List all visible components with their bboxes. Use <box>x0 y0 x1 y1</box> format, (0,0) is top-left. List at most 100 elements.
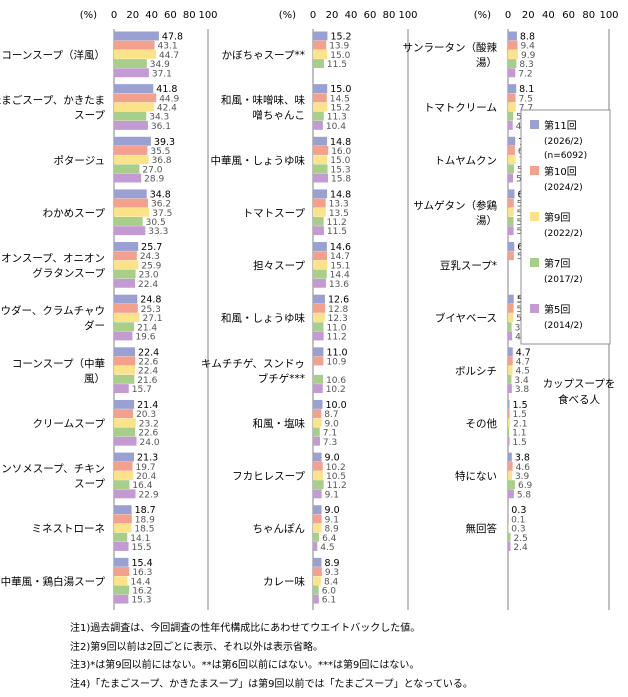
category-label: ミネストローネ <box>32 523 106 535</box>
footnote-2: 注2)第9回以前は2回ごとに表示、それ以外は表示省略。 <box>70 641 323 653</box>
data-label-s9: 0.3 <box>511 525 525 535</box>
x-tick-label: 60 <box>164 10 177 21</box>
bar-s11 <box>313 452 322 462</box>
category-label: 湯） <box>476 57 497 69</box>
bar-s11 <box>313 189 328 199</box>
x-tick-label: 20 <box>522 10 535 21</box>
category-label: 和風・塩味 <box>253 417 306 430</box>
bar-s10 <box>114 40 155 50</box>
category-label: 中華風・鶏白湯スープ <box>1 575 106 588</box>
x-tick-label: 80 <box>582 10 595 21</box>
bar-s5 <box>114 436 137 446</box>
data-label-s5: 33.3 <box>148 227 168 237</box>
legend-swatch-s9 <box>530 212 539 221</box>
data-label-s11: 34.8 <box>150 189 171 200</box>
data-label-s7: 15.3 <box>331 165 351 175</box>
bar-s11 <box>313 84 328 94</box>
bar-s10 <box>508 409 510 419</box>
data-label-s5: 15.8 <box>331 175 351 185</box>
category-label: グラタンスープ <box>32 267 105 280</box>
category-label: 特にない <box>455 471 497 483</box>
category-label: 中華風・しょうゆ味 <box>211 154 306 167</box>
data-label-s5: 15.3 <box>131 596 151 606</box>
legend-swatch-s7 <box>530 258 539 267</box>
data-label-s11: 0.3 <box>511 505 526 516</box>
bar-s11 <box>508 347 513 357</box>
bar-s11 <box>508 399 510 409</box>
data-label-s11: 15.4 <box>131 558 152 569</box>
data-label-s9: 8.4 <box>324 577 339 587</box>
data-label-s9: 7.7 <box>519 104 533 114</box>
bar-s11 <box>313 136 328 146</box>
bar-s5 <box>508 226 514 236</box>
data-label-s5: 7.3 <box>323 438 337 448</box>
category-label: かぼちゃスープ** <box>222 50 305 62</box>
data-label-s5: 10.2 <box>326 385 346 395</box>
bar-s7 <box>508 322 512 332</box>
data-label-s11: 41.8 <box>156 84 177 95</box>
data-label-s5: 7.2 <box>518 69 532 79</box>
bar-s9 <box>114 313 140 322</box>
bar-s5 <box>508 68 516 78</box>
bar-s7 <box>114 322 135 332</box>
data-label-s11: 9.0 <box>325 453 340 464</box>
unit-label: (%) <box>80 10 97 21</box>
chart-svg: (%) 0 20 40 60 80 100コーンスープ（洋風）47.843.144.734.… <box>0 10 619 610</box>
bar-s9 <box>114 365 136 375</box>
bar-s11 <box>508 242 515 251</box>
data-label-s10: 16.3 <box>132 568 152 578</box>
data-label-s5: 3.8 <box>515 385 530 395</box>
bar-s7 <box>114 585 130 595</box>
data-label-s7: 6.4 <box>322 534 337 544</box>
data-label-s10: 19.7 <box>136 463 156 473</box>
data-label-s5: 22.9 <box>139 490 159 500</box>
data-label-s9: 18.5 <box>134 525 154 535</box>
bar-s5 <box>508 542 511 551</box>
bar-s5 <box>114 384 129 394</box>
data-label-s7: 34.9 <box>150 60 170 70</box>
bar-s7 <box>313 532 320 542</box>
bar-s5 <box>313 542 318 551</box>
data-label-s10: 10.2 <box>326 463 346 473</box>
bar-s10 <box>313 514 322 524</box>
x-tick-label: 40 <box>145 10 158 21</box>
data-label-s10: 12.8 <box>328 305 348 315</box>
bar-s10 <box>114 303 138 313</box>
bar-s10 <box>114 461 133 471</box>
bar-s5 <box>114 120 148 130</box>
bar-s9 <box>313 313 325 322</box>
data-label-s9: 37.5 <box>152 209 172 219</box>
unit-label: (%) <box>474 10 491 21</box>
bar-s5 <box>313 331 324 341</box>
bar-s9 <box>114 155 149 165</box>
bar-s11 <box>508 84 517 94</box>
data-label-s11: 14.6 <box>330 242 351 253</box>
data-label-s11: 8.8 <box>520 32 535 43</box>
bar-s11 <box>313 505 322 515</box>
data-label-s9: 20.4 <box>136 472 156 482</box>
category-label: 噌ちゃんこ <box>253 109 306 122</box>
data-label-s5: 5.8 <box>517 490 532 500</box>
bar-s11 <box>313 557 322 567</box>
x-tick-label: 40 <box>542 10 555 21</box>
x-tick-label: 100 <box>198 10 217 21</box>
bar-s7 <box>313 427 320 437</box>
category-label: フカヒレスープ <box>232 471 305 483</box>
data-label-s10: 10.9 <box>326 358 346 368</box>
data-label-s9: 44.7 <box>159 51 179 61</box>
data-label-s7: 14.1 <box>130 534 150 544</box>
bar-s11 <box>114 294 138 304</box>
category-label: サンラータン（酸辣 <box>403 41 498 54</box>
bar-s11 <box>508 294 514 304</box>
x-tick-label: 40 <box>345 10 358 21</box>
bar-s5 <box>114 594 129 604</box>
category-label: コンソメスープ、チキン <box>0 463 105 475</box>
bar-s11 <box>313 31 328 41</box>
data-label-s11: 9.0 <box>325 505 340 516</box>
bar-s11 <box>114 31 159 41</box>
data-label-s11: 21.4 <box>137 400 158 411</box>
category-label: サムゲタン（参鶏 <box>413 199 497 212</box>
category-label: 担々スープ <box>253 260 305 272</box>
